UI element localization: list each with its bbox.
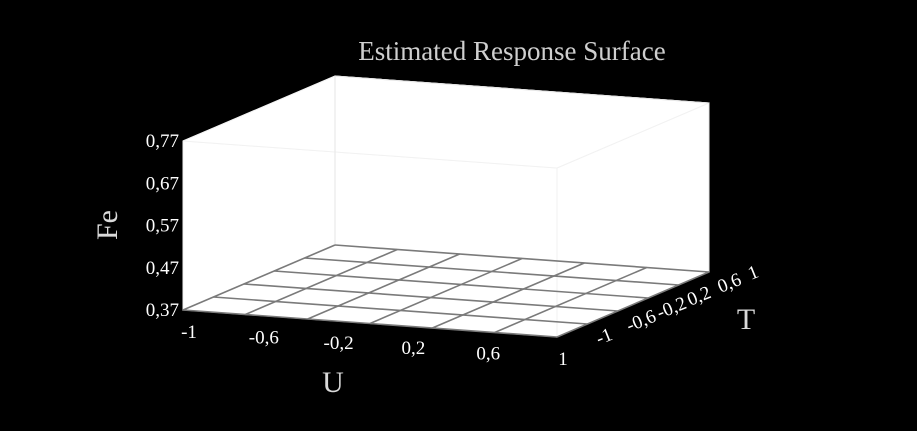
x-tick-label: -0,2 <box>324 333 354 354</box>
z-tick-label: 0,57 <box>146 216 179 237</box>
y-axis-label: T <box>737 303 755 336</box>
grid-line-t <box>182 309 558 338</box>
grid-line-t <box>334 244 710 273</box>
grid-line-t <box>274 270 649 299</box>
plot-box <box>182 75 710 338</box>
x-tick-label: -1 <box>181 322 197 343</box>
grid-line-u <box>307 253 460 320</box>
z-tick-label: 0,67 <box>146 173 179 194</box>
box-edge <box>334 75 710 104</box>
floor-grid <box>182 244 710 338</box>
x-tick-label: 1 <box>558 349 568 370</box>
x-tick-label: 0,6 <box>476 344 500 365</box>
grid-line-t <box>304 257 679 286</box>
grid-line-t <box>243 283 618 312</box>
grid-line-u <box>556 271 710 338</box>
grid-line-u <box>432 262 585 329</box>
z-tick-label: 0,47 <box>146 258 179 279</box>
y-tick-label: -1 <box>593 324 616 349</box>
z-tick-label: 0,37 <box>146 300 179 321</box>
grid-line-t <box>213 296 588 325</box>
grid-line-u <box>245 248 398 316</box>
grid-line-u <box>369 257 523 325</box>
z-axis-label: Fe <box>91 210 124 240</box>
x-tick-label: -0,6 <box>249 327 279 348</box>
grid-line-u <box>494 266 647 334</box>
chart-title: Estimated Response Surface <box>358 36 665 66</box>
z-tick-label: 0,77 <box>146 131 179 152</box>
z-tick-labels: 0,37 0,47 0,57 0,67 0,77 <box>146 131 179 321</box>
x-tick-labels: -1 -0,6 -0,2 0,2 0,6 1 <box>181 322 568 370</box>
x-axis-label: U <box>322 366 344 399</box>
grid-line-u <box>182 244 336 311</box>
x-tick-label: 0,2 <box>402 338 426 359</box>
